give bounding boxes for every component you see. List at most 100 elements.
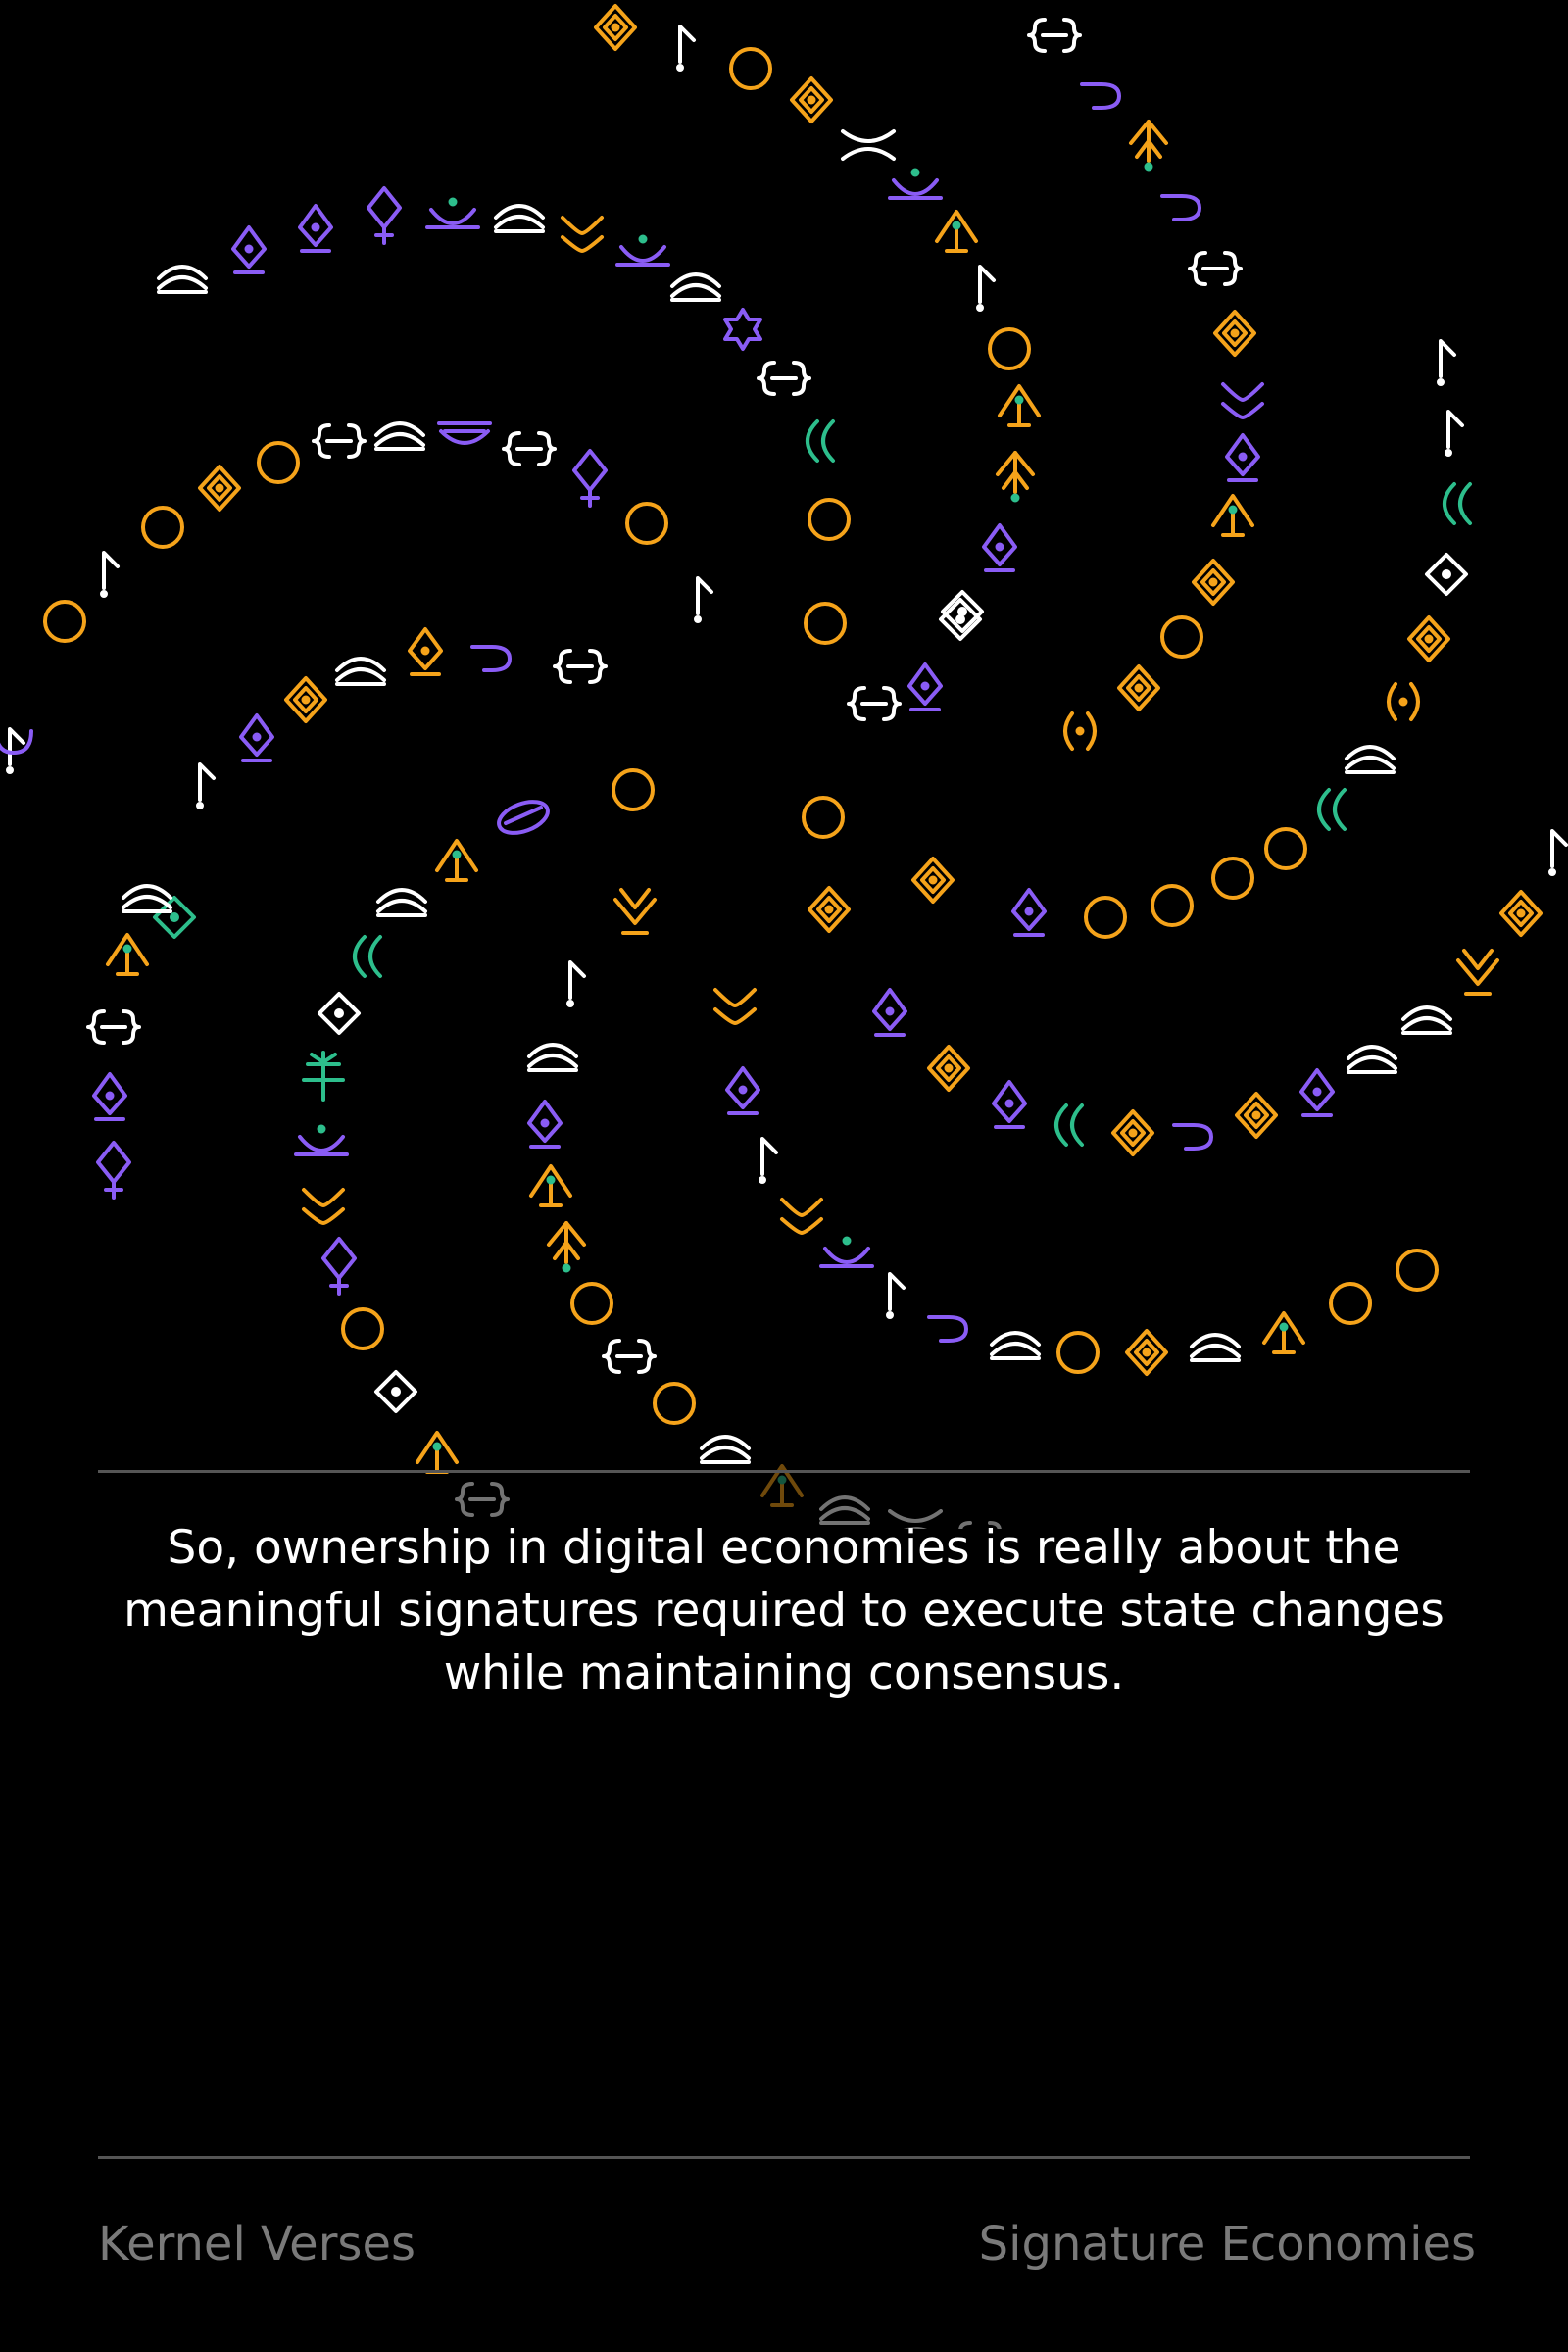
crescent-glyph (1317, 788, 1347, 831)
nested-diamond-glyph (808, 886, 851, 933)
flag-glyph (886, 1272, 906, 1319)
nested-diamond-glyph (1117, 664, 1160, 711)
nested-diamond-glyph (284, 676, 327, 723)
bracket-glyph (958, 1521, 1002, 1529)
square-diamond-glyph (318, 992, 361, 1035)
square-diamond-glyph (939, 598, 982, 641)
arch-stack-glyph (494, 204, 545, 233)
flag-glyph (759, 1137, 778, 1184)
arch-stack-glyph (1401, 1005, 1452, 1035)
square-diamond-glyph (374, 1370, 417, 1413)
down-arrow-glyph (1456, 949, 1499, 996)
crescent-pair-glyph (302, 1188, 345, 1225)
arch-glyph (106, 933, 149, 976)
kite-glyph (321, 1237, 357, 1296)
crescent-glyph (1054, 1103, 1084, 1147)
nested-diamond-glyph (1125, 1329, 1168, 1376)
square-diamond-glyph (941, 590, 984, 633)
arch-stack-glyph (1347, 1045, 1397, 1074)
tree-arrow-glyph (1129, 120, 1168, 172)
spark-glyph (841, 129, 896, 161)
nested-diamond-glyph (594, 4, 637, 51)
circle-glyph (43, 600, 86, 643)
circle-glyph (612, 768, 655, 811)
divider-bottom (98, 2156, 1470, 2159)
bowl-glyph (615, 234, 670, 267)
spark-glyph (888, 1509, 943, 1529)
arch-glyph (435, 839, 478, 882)
dot-circle-glyph (1387, 682, 1420, 721)
arch-stack-glyph (700, 1435, 751, 1464)
bowl-glyph (819, 1236, 874, 1268)
nested-diamond-glyph (790, 76, 833, 123)
crescent-pair-glyph (713, 988, 757, 1025)
circle-glyph (988, 327, 1031, 370)
diamond-glyph (298, 204, 333, 253)
tree-arrow-glyph (547, 1221, 586, 1273)
circle-glyph (653, 1382, 696, 1425)
bracket-glyph (86, 1009, 141, 1045)
diamond-glyph (872, 988, 907, 1037)
dot-circle-glyph (1063, 711, 1097, 751)
arch-glyph (1211, 494, 1254, 537)
circle-glyph (729, 47, 772, 90)
flag-glyph (1548, 829, 1568, 876)
arch-glyph (760, 1464, 804, 1507)
planet-glyph (497, 800, 550, 835)
circle-glyph (1151, 884, 1194, 927)
diamond-glyph (527, 1100, 563, 1149)
bracket-glyph (312, 423, 367, 459)
flag-glyph (1437, 339, 1456, 386)
circle-glyph (1329, 1282, 1372, 1325)
flag-glyph (976, 265, 996, 312)
diamond-glyph (408, 627, 443, 676)
arch-glyph (529, 1164, 572, 1207)
diamond-glyph (239, 713, 274, 762)
nested-diamond-glyph (1235, 1092, 1278, 1139)
arch-stack-glyph (819, 1495, 870, 1525)
bracket-glyph (1188, 251, 1243, 286)
nested-diamond-glyph (1499, 890, 1543, 937)
circle-glyph (802, 796, 845, 839)
circle-glyph (625, 502, 668, 545)
flag-glyph (100, 551, 120, 598)
arch-stack-glyph (990, 1331, 1041, 1360)
nested-diamond-glyph (1407, 615, 1450, 662)
bracket-glyph (455, 1482, 510, 1517)
flag-glyph (676, 24, 696, 72)
cup-glyph (1172, 1123, 1213, 1151)
diamond-glyph (1299, 1068, 1335, 1117)
diamond-glyph (907, 662, 943, 711)
arch-stack-glyph (527, 1043, 578, 1072)
cup-glyph (1160, 194, 1201, 221)
circle-glyph (570, 1282, 613, 1325)
arch-glyph (1262, 1311, 1305, 1354)
circle-glyph (341, 1307, 384, 1350)
circle-glyph (1160, 615, 1203, 659)
square-diamond-glyph (1425, 553, 1468, 596)
bracket-glyph (502, 431, 557, 466)
footer-piece-title: Signature Economies (978, 2217, 1476, 2272)
arch-glyph (416, 1431, 459, 1474)
bracket-glyph (553, 649, 608, 684)
crescent-glyph (1443, 482, 1472, 525)
tree-glyph (302, 1051, 345, 1102)
flag-glyph (694, 576, 713, 623)
cup-glyph (0, 729, 33, 755)
diamond-glyph (725, 1066, 760, 1115)
diamond-glyph (92, 1072, 127, 1121)
bracket-glyph (847, 686, 902, 721)
arch-stack-glyph (670, 272, 721, 302)
circle-glyph (1396, 1249, 1439, 1292)
circle-glyph (1264, 827, 1307, 870)
arch-glyph (935, 210, 978, 253)
circle-glyph (1084, 896, 1127, 939)
quote-text: So, ownership in digital economies is re… (123, 1521, 1445, 1700)
flag-glyph (1445, 410, 1464, 457)
crescent-pair-glyph (780, 1198, 823, 1235)
cup-glyph (927, 1315, 968, 1343)
bracket-glyph (602, 1339, 657, 1374)
cup-glyph (1080, 82, 1121, 110)
bowl-glyph (425, 197, 480, 229)
arch-glyph (998, 384, 1041, 427)
